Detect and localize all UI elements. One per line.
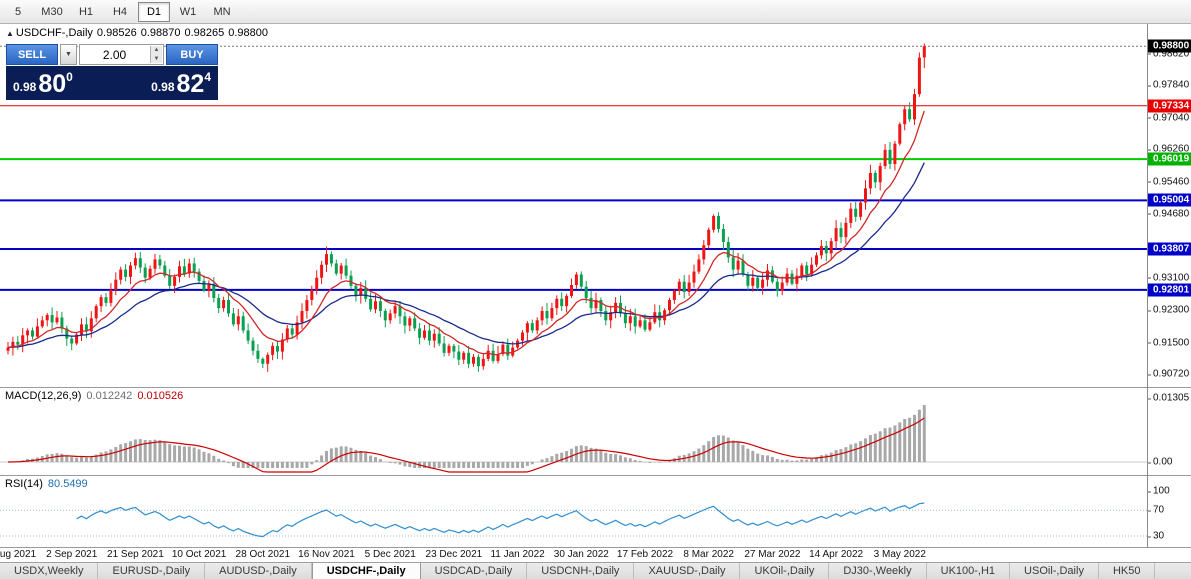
- price-badge: 0.92801: [1148, 283, 1191, 297]
- chevron-down-icon: ▼: [65, 51, 72, 58]
- timeframe-5[interactable]: 5: [14, 5, 22, 18]
- date-label: 10 Oct 2021: [171, 549, 227, 560]
- up-arrow-icon: ▲: [6, 29, 14, 38]
- date-label: 8 Mar 2022: [683, 549, 734, 560]
- candlestick-chart[interactable]: [0, 24, 1147, 387]
- sell-button[interactable]: SELL: [6, 44, 58, 65]
- macd-label: MACD(12,26,9) 0.012242 0.010526: [5, 390, 183, 402]
- macd-axis-tick: 0.00: [1147, 456, 1173, 468]
- price-badge: 0.96019: [1148, 152, 1191, 166]
- rsi-name: RSI(14): [5, 478, 43, 490]
- price-tick: 0.92300: [1147, 304, 1190, 316]
- chart-tab-usdcnh-daily[interactable]: USDCNH-,Daily: [527, 563, 635, 579]
- rsi-chart[interactable]: [0, 476, 1147, 547]
- date-label: 11 Jan 2022: [490, 549, 545, 560]
- one-click-trading-widget: SELL ▼ 2.00 ▲ ▼ BUY 0.98 80 0 0.98 82 4: [6, 44, 218, 100]
- chart-tab-audusd-daily[interactable]: AUDUSD-,Daily: [205, 563, 312, 579]
- sell-price-sup: 0: [66, 70, 73, 84]
- chart-tab-uk100-h1[interactable]: UK100-,H1: [927, 563, 1011, 579]
- date-label: 30 Jan 2022: [553, 549, 609, 560]
- rsi-value: 80.5499: [47, 478, 88, 490]
- rsi-label: RSI(14) 80.5499: [5, 478, 88, 490]
- rsi-axis-tick: 70: [1147, 504, 1165, 516]
- close-value: 0.98800: [228, 27, 268, 39]
- price-tick: 0.98620: [1147, 48, 1190, 60]
- macd-name: MACD(12,26,9): [5, 390, 82, 402]
- price-tick: 0.91500: [1147, 337, 1190, 349]
- price-badge: 0.97334: [1148, 99, 1191, 113]
- sell-price-big: 80: [38, 70, 67, 98]
- volume-value: 2.00: [102, 47, 127, 62]
- timeframe-mn[interactable]: MN: [213, 5, 231, 18]
- high-value: 0.98870: [140, 27, 181, 39]
- macd-main-value: 0.012242: [86, 390, 133, 402]
- chart-tab-ukoil-daily[interactable]: UKOil-,Daily: [740, 563, 830, 579]
- timeframe-m30[interactable]: M30: [41, 5, 63, 18]
- timeframe-d1[interactable]: D1: [138, 1, 170, 22]
- price-badge: 0.95004: [1148, 193, 1191, 207]
- buy-price-big: 82: [176, 70, 205, 98]
- symbol-info: ▲ USDCHF-,Daily 0.98526 0.98870 0.98265 0.988…: [6, 27, 272, 39]
- volume-decrease-button[interactable]: ▼: [150, 54, 162, 63]
- date-label: 15 Aug 2021: [0, 549, 37, 560]
- price-tick: 0.93100: [1147, 272, 1190, 284]
- date-label: 3 May 2022: [873, 549, 926, 560]
- price-tick: 0.96260: [1147, 143, 1190, 155]
- chart-tabs-bar: USDX,Weekly EURUSD-,Daily AUDUSD-,Daily USD…: [0, 562, 1191, 579]
- price-axis[interactable]: 0.98620 0.97840 0.97040 0.96260 0.95460 0.946…: [1147, 24, 1191, 548]
- buy-price-sup: 4: [204, 70, 211, 84]
- date-label: 27 Mar 2022: [744, 549, 801, 560]
- date-label: 5 Dec 2021: [364, 549, 416, 560]
- trade-options-dropdown[interactable]: ▼: [60, 44, 77, 65]
- date-label: 23 Dec 2021: [425, 549, 483, 560]
- macd-signal-value: 0.010526: [137, 390, 184, 402]
- chart-tab-dj30-weekly[interactable]: DJ30-,Weekly: [829, 563, 927, 579]
- chart-tab-usdx-weekly[interactable]: USDX,Weekly: [0, 563, 99, 579]
- price-tick: 0.94680: [1147, 208, 1190, 220]
- macd-axis-tick: 0.01305: [1147, 392, 1190, 404]
- buy-price-base: 0.98: [151, 80, 175, 94]
- timeframe-h1[interactable]: H1: [78, 5, 94, 18]
- date-label: 17 Feb 2022: [616, 549, 674, 560]
- open-value: 0.98526: [96, 27, 137, 39]
- sell-price-base: 0.98: [13, 80, 37, 94]
- symbol-label: USDCHF-,Daily: [15, 27, 93, 39]
- chart-tab-xauusd-daily[interactable]: XAUUSD-,Daily: [634, 563, 741, 579]
- volume-increase-button[interactable]: ▲: [150, 46, 162, 55]
- date-label: 16 Nov 2021: [298, 549, 355, 560]
- rsi-axis-tick: 100: [1148, 485, 1170, 497]
- low-value: 0.98265: [184, 27, 225, 39]
- price-tick: 0.90720: [1147, 368, 1190, 380]
- date-label: 28 Oct 2021: [235, 549, 291, 560]
- chart-tab-usdchf-daily[interactable]: USDCHF-,Daily: [311, 563, 421, 579]
- date-label: 14 Apr 2022: [809, 549, 864, 560]
- buy-price[interactable]: 0.98 82 4: [144, 66, 218, 100]
- chart-tab-usoil-daily[interactable]: USOil-,Daily: [1010, 563, 1099, 579]
- timeframe-toolbar: 5 M30 H1 H4 D1 W1 MN: [0, 0, 1191, 24]
- volume-input[interactable]: 2.00 ▲ ▼: [79, 44, 164, 65]
- sell-price[interactable]: 0.98 80 0: [6, 66, 80, 100]
- price-badge: 0.93807: [1148, 242, 1191, 256]
- chart-tab-eurusd-daily[interactable]: EURUSD-,Daily: [98, 563, 206, 579]
- price-tick: 0.97040: [1147, 112, 1190, 124]
- timeframe-w1[interactable]: W1: [179, 5, 197, 18]
- macd-chart[interactable]: [0, 388, 1147, 475]
- price-chart-panel[interactable]: ▲ USDCHF-,Daily 0.98526 0.98870 0.98265 0.988…: [0, 24, 1191, 388]
- chart-tab-hk50[interactable]: HK50: [1099, 563, 1156, 579]
- price-badge: 0.98800: [1148, 39, 1191, 53]
- date-label: 21 Sep 2021: [107, 549, 164, 560]
- timeframe-h4[interactable]: H4: [112, 5, 128, 18]
- rsi-axis-tick: 30: [1147, 530, 1165, 542]
- price-tick: 0.97840: [1147, 79, 1190, 91]
- date-label: 2 Sep 2021: [46, 549, 98, 560]
- price-tick: 0.95460: [1147, 176, 1190, 188]
- chart-tab-usdcad-daily[interactable]: USDCAD-,Daily: [421, 563, 528, 579]
- time-axis[interactable]: 15 Aug 2021 2 Sep 2021 21 Sep 2021 10 Oct 2…: [0, 548, 1191, 562]
- buy-button[interactable]: BUY: [166, 44, 218, 65]
- macd-panel[interactable]: MACD(12,26,9) 0.012242 0.010526: [0, 388, 1191, 476]
- rsi-panel[interactable]: RSI(14) 80.5499: [0, 476, 1191, 548]
